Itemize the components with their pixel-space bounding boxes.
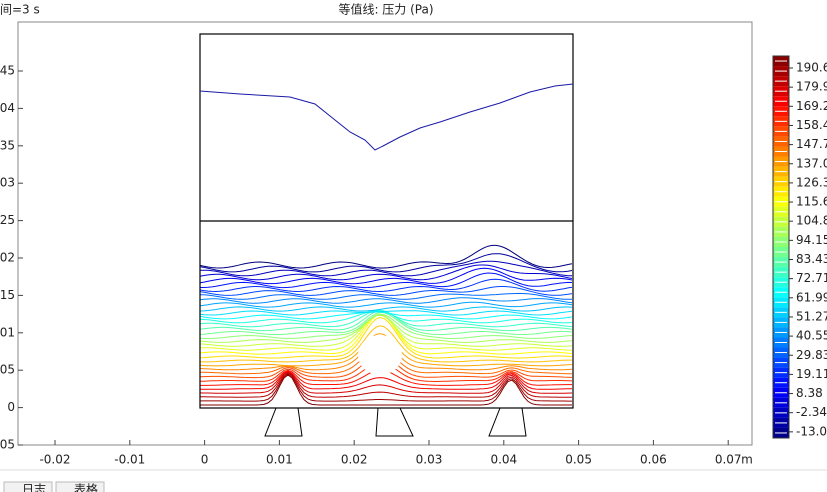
ticks: -0.02 -0.01 0 0.01 0.02 0.03 0.04 0.05 0.06 0.07 m… xyxy=(0,64,753,467)
x-unit: m xyxy=(741,453,753,467)
tabs: 日志 表格 xyxy=(3,481,105,492)
colorbar-label: -2.34 xyxy=(796,405,827,419)
contour-line xyxy=(199,292,573,300)
colorbar-label: 115.6 xyxy=(796,195,827,209)
x-tick-label: 0.04 xyxy=(490,453,517,467)
y-tick-label: 35 xyxy=(0,138,15,152)
y-tick-label: 05 xyxy=(0,363,15,377)
contour-line xyxy=(199,370,573,390)
contour-line xyxy=(199,306,573,312)
y-tick-label: 02 xyxy=(0,251,15,265)
colorbar-label: 61.99 xyxy=(796,290,827,304)
y-tick-label: 0 xyxy=(7,400,15,414)
colorbar-label: 179.9 xyxy=(796,80,827,94)
y-tick-label: 04 xyxy=(0,101,15,115)
contour-line xyxy=(200,372,572,398)
colorbar-frame xyxy=(772,55,790,439)
contour-line xyxy=(199,311,573,320)
x-tick-label: 0.05 xyxy=(565,453,592,467)
colorbar-label: 94.15 xyxy=(796,233,827,247)
colorbar-label: 137.0 xyxy=(796,156,827,170)
x-tick-label: 0.02 xyxy=(341,453,368,467)
y-tick-label: 03 xyxy=(0,176,15,190)
contour-line xyxy=(199,311,573,335)
contour-line xyxy=(199,253,573,273)
tab-label[interactable]: 日志 xyxy=(22,483,46,492)
x-tick-label: 0.07 xyxy=(715,453,742,467)
contour-line xyxy=(199,316,573,359)
y-tick-label: 25 xyxy=(0,213,15,227)
plot-title: 等值线: 压力 (Pa) xyxy=(338,2,433,17)
colorbar-label: 83.43 xyxy=(796,252,827,266)
contour-line xyxy=(199,371,573,394)
colorbar-label: 72.71 xyxy=(796,271,827,285)
tab-label[interactable]: 表格 xyxy=(74,482,98,492)
tab[interactable] xyxy=(55,481,105,492)
contours xyxy=(199,244,573,406)
contour-line xyxy=(200,373,572,402)
y-tick-label: 15 xyxy=(0,288,15,302)
colorbar-label: 169.2 xyxy=(796,99,827,113)
colorbar-label: 29.83 xyxy=(796,348,827,362)
y-tick-label: 45 xyxy=(0,64,15,78)
contour-line xyxy=(199,260,573,277)
time-label: 间=3 s xyxy=(0,3,40,17)
colorbar-label: 104.8 xyxy=(796,214,827,228)
contour-line xyxy=(199,314,573,343)
contour-line xyxy=(200,374,572,406)
plot-frame xyxy=(17,21,753,446)
x-tick-label: -0.01 xyxy=(114,453,145,467)
tab[interactable] xyxy=(3,481,53,492)
contour-line xyxy=(199,286,573,296)
contour-line xyxy=(199,313,573,340)
x-tick-label: 0 xyxy=(201,453,209,467)
contour-line xyxy=(199,310,573,316)
contour-line xyxy=(199,244,573,269)
x-tick-label: 0.01 xyxy=(266,453,293,467)
colorbar-label: 40.55 xyxy=(796,329,827,343)
contour-line xyxy=(199,297,573,304)
colorbar-label: 51.27 xyxy=(796,309,827,323)
colorbar-label: 190.6 xyxy=(796,61,827,75)
colorbar: 190.6 179.9 169.2 158.4 147.7 137.0 126.3 115.6… xyxy=(772,55,827,439)
x-tick-label: 0.06 xyxy=(640,453,667,467)
colorbar-label: -13.0 xyxy=(796,424,827,438)
contour-line xyxy=(199,301,573,308)
hole xyxy=(358,335,402,375)
y-tick-label: 01 xyxy=(0,325,15,339)
colorbar-label: 19.11 xyxy=(796,367,827,381)
nozzles xyxy=(264,407,527,437)
x-tick-label: 0.03 xyxy=(416,453,443,467)
colorbar-label: 8.38 xyxy=(796,386,823,400)
y-tick-label: 05 xyxy=(0,438,15,452)
contour-line xyxy=(200,325,572,363)
colorbar-label: 126.3 xyxy=(796,175,827,189)
colorbar-label: 158.4 xyxy=(796,118,827,132)
contour-line xyxy=(199,278,573,293)
upper-contour xyxy=(199,83,574,151)
contour-line xyxy=(200,272,573,289)
colorbar-label: 147.7 xyxy=(796,137,827,151)
x-tick-label: -0.02 xyxy=(39,453,70,467)
contour-line xyxy=(199,267,573,285)
contour-line xyxy=(199,264,573,281)
